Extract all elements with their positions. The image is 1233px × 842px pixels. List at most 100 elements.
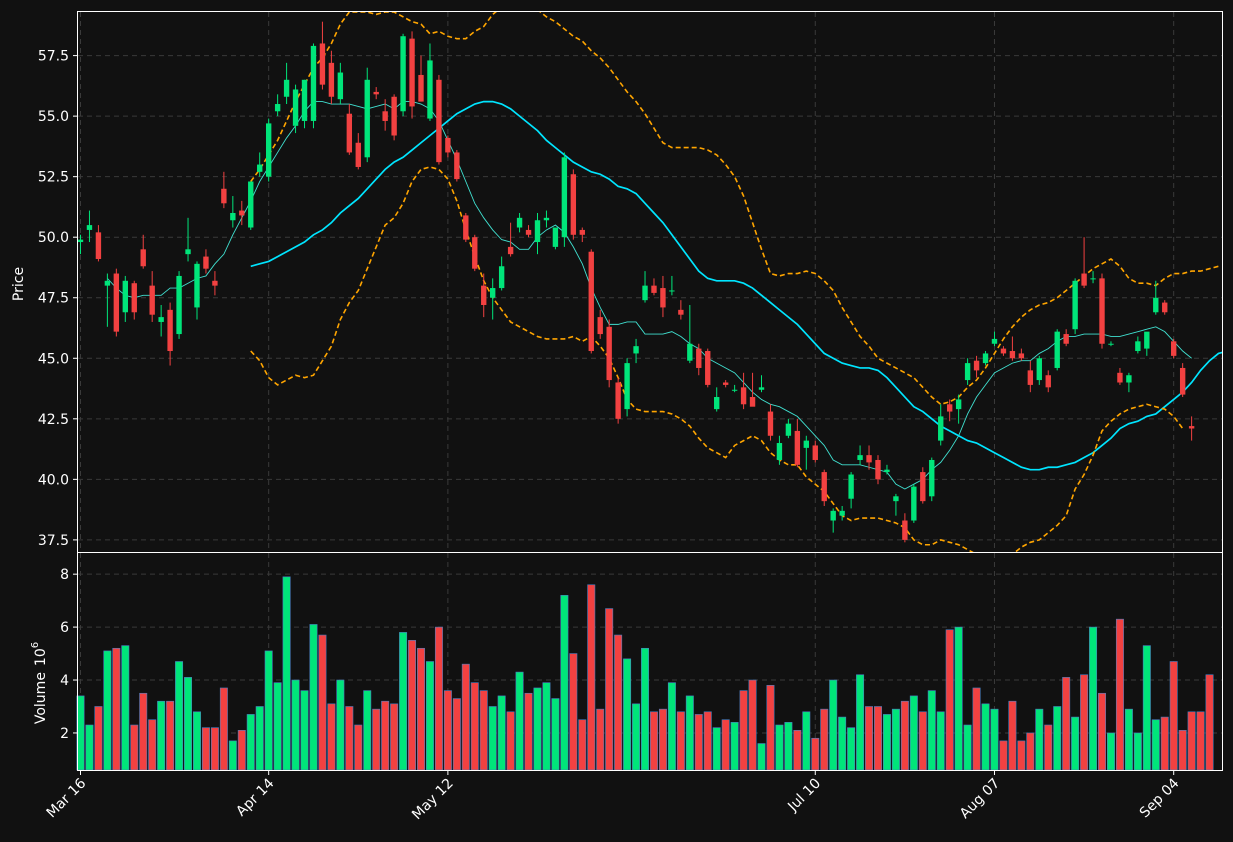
candle-body: [391, 96, 397, 136]
volume-bar: [1071, 716, 1080, 771]
candle-body: [955, 399, 962, 410]
volume-tick-label: 4: [60, 673, 69, 689]
volume-bar: [829, 679, 838, 771]
volume-bar: [399, 632, 408, 771]
volume-bar: [775, 724, 784, 771]
volume-bar: [291, 679, 300, 771]
candle-body: [920, 472, 926, 502]
volume-bar: [972, 687, 981, 771]
volume-bar: [201, 727, 210, 771]
volume-bar: [1124, 708, 1133, 771]
volume-bar: [927, 690, 936, 771]
volume-bar: [891, 708, 900, 771]
volume-bar: [900, 700, 909, 771]
candle-body: [1162, 302, 1168, 313]
volume-bar: [802, 711, 811, 771]
candle-body: [973, 360, 980, 371]
candle-body: [534, 220, 541, 243]
volume-axis-label-text: Volume: [33, 672, 49, 724]
candle-body: [507, 246, 514, 255]
candle-body: [1108, 343, 1114, 345]
candle-body: [176, 275, 182, 335]
volume-bar: [1106, 732, 1115, 771]
volume-axis-exponent: 6: [30, 642, 41, 648]
candle-body: [749, 397, 756, 407]
candle-body: [283, 79, 290, 97]
candle-body: [588, 251, 594, 352]
volume-bar: [1026, 732, 1035, 771]
candle-body: [964, 363, 971, 381]
volume-grid: [78, 553, 1222, 770]
candle-body: [1009, 351, 1016, 359]
price-tick-label: 47.5: [38, 291, 69, 307]
ma-fast-line: [107, 101, 1192, 490]
volume-bar: [354, 724, 363, 771]
candle-body: [436, 79, 442, 163]
candle-body: [257, 164, 263, 172]
volume-bar: [569, 653, 578, 771]
volume-bar: [1080, 674, 1089, 771]
volume-bar: [945, 629, 954, 771]
volume-bar: [936, 711, 945, 771]
volume-bar: [739, 690, 748, 771]
candle-body: [373, 91, 379, 95]
candle-body: [382, 111, 388, 121]
candle-body: [265, 123, 272, 177]
candle-body: [821, 472, 827, 502]
candle-body: [400, 36, 406, 112]
candle-body: [893, 496, 899, 502]
volume-bar: [228, 740, 237, 771]
candle-body: [633, 346, 639, 354]
volume-axis-label: Volume106: [30, 642, 49, 724]
candle-body: [875, 459, 881, 480]
volume-bar: [417, 647, 425, 771]
candle-body: [463, 215, 469, 240]
candle-body: [78, 239, 84, 243]
volume-bar: [193, 711, 201, 771]
volume-bar: [372, 708, 381, 771]
candle-body: [355, 142, 361, 167]
candle-body: [938, 416, 944, 441]
volume-bar: [730, 722, 739, 771]
volume-bar: [139, 692, 148, 771]
candle-body: [687, 343, 693, 361]
candle-body: [1072, 280, 1078, 330]
volume-bar: [470, 682, 479, 771]
volume-bar: [237, 730, 246, 771]
candle-body: [660, 288, 666, 308]
candle-body: [212, 280, 218, 286]
price-tick-label: 50.0: [38, 230, 69, 246]
candle-body: [445, 137, 451, 153]
candle-body: [1188, 426, 1195, 429]
volume-bar: [1089, 626, 1098, 771]
candle-body: [597, 317, 603, 335]
volume-bar: [85, 724, 94, 771]
volume-bar: [264, 650, 273, 771]
candle-body: [615, 382, 621, 419]
volume-bar: [838, 716, 847, 771]
candle-body: [301, 79, 308, 121]
volume-bar: [255, 706, 264, 771]
candle-body: [203, 256, 209, 269]
band-upper-line: [250, 12, 1219, 406]
candle-body: [248, 181, 254, 228]
candle-body: [579, 229, 585, 235]
volume-bar: [748, 679, 757, 771]
volume-bar: [1133, 732, 1142, 771]
candle-body: [785, 423, 792, 436]
candle-body: [1179, 367, 1186, 395]
candle-body: [131, 283, 137, 313]
volume-bar: [766, 685, 775, 771]
candle-body: [848, 474, 854, 499]
volume-bar: [309, 624, 318, 771]
candle-body: [731, 389, 738, 391]
volume-bar: [497, 695, 506, 771]
candle-body: [651, 285, 657, 293]
volume-bars: [76, 576, 1214, 771]
volume-bar: [461, 663, 470, 771]
volume-bar: [874, 706, 882, 771]
price-tick-label: 52.5: [38, 170, 69, 186]
volume-bar: [210, 727, 219, 771]
candle-body: [776, 443, 783, 460]
volume-bar: [1008, 700, 1017, 771]
